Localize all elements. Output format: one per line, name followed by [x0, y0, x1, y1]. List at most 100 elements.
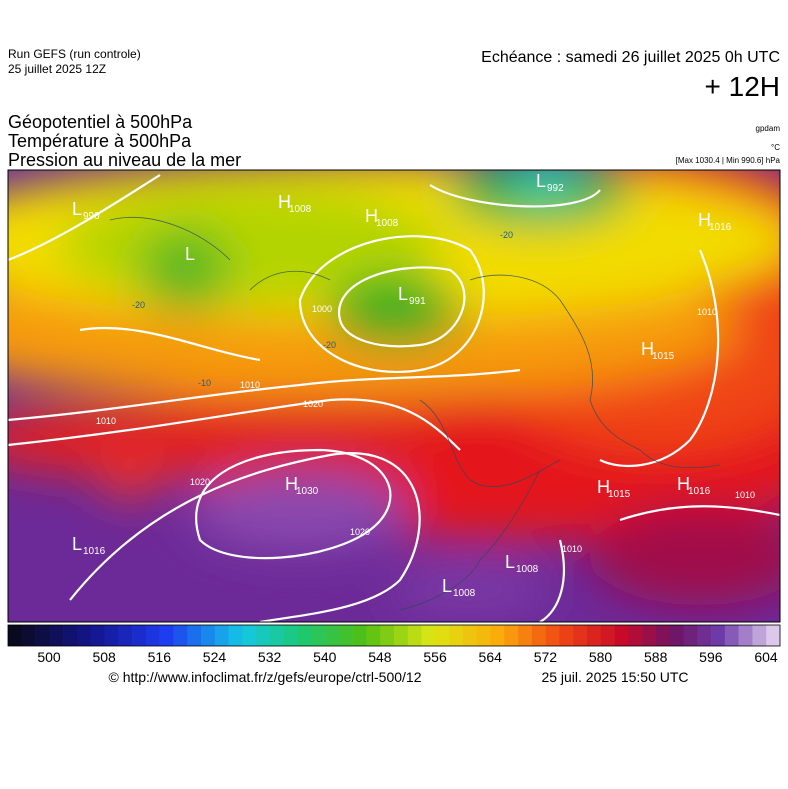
colorbar-swatch	[738, 625, 753, 646]
colorbar-swatch	[63, 625, 78, 646]
center-symbol: L	[72, 534, 82, 554]
generated-time: 25 juil. 2025 15:50 UTC	[541, 669, 688, 685]
colorbar-swatch	[545, 625, 560, 646]
colorbar-swatch	[173, 625, 188, 646]
center-symbol: H	[641, 339, 654, 359]
center-symbol: H	[597, 477, 610, 497]
colorbar-swatch	[297, 625, 312, 646]
isobar-label: 1020	[350, 527, 370, 537]
colorbar-frame	[7, 624, 781, 647]
layer-name: Pression au niveau de la mer	[8, 150, 241, 170]
run-date: 25 juillet 2025 12Z	[8, 62, 106, 76]
unit: °C	[771, 143, 780, 152]
colorbar-swatch	[159, 625, 174, 646]
center-value: 1015	[652, 351, 675, 362]
colorbar-swatch	[559, 625, 574, 646]
colorbar-swatch	[587, 625, 602, 646]
colorbar-swatch	[366, 625, 381, 646]
colorbar-swatch	[380, 625, 395, 646]
colorbar-tick-label: 548	[368, 649, 392, 665]
center-value: 1016	[709, 222, 732, 233]
colorbar-swatch	[8, 625, 23, 646]
colorbar-swatch	[214, 625, 229, 646]
colorbar-tick-label: 596	[699, 649, 723, 665]
unit: gpdam	[756, 124, 781, 133]
colorbar-swatch	[766, 625, 781, 646]
colorbar-swatch	[628, 625, 643, 646]
colorbar-swatch	[683, 625, 698, 646]
center-symbol: H	[365, 206, 378, 226]
colorbar-tick-label: 516	[148, 649, 172, 665]
colorbar-swatch	[614, 625, 629, 646]
colorbar-swatch	[504, 625, 519, 646]
colorbar-tick-label: 604	[754, 649, 778, 665]
colorbar-swatch	[35, 625, 50, 646]
colorbar-swatch	[655, 625, 671, 646]
center-symbol: L	[536, 171, 546, 191]
colorbar-swatch	[187, 625, 202, 646]
source: © http://www.infoclimat.fr/z/gefs/europe…	[108, 669, 421, 685]
colorbar-swatch	[697, 625, 712, 646]
layer-name: Géopotentiel à 500hPa	[8, 112, 193, 132]
colorbar-swatch	[449, 625, 464, 646]
colorbar-swatch	[352, 625, 367, 646]
center-value: 991	[409, 296, 426, 307]
colorbar-tick-label: 588	[644, 649, 668, 665]
colorbar-swatch	[752, 625, 767, 646]
center-symbol: L	[442, 576, 452, 596]
isobar-label: 1000	[312, 304, 332, 314]
colorbar-swatch	[394, 625, 409, 646]
colorbar-swatch	[338, 625, 353, 646]
colorbar-swatch	[49, 625, 64, 646]
colorbar-swatch	[600, 625, 615, 646]
isobar-label: 1020	[190, 477, 210, 487]
center-symbol: L	[72, 199, 82, 219]
colorbar-swatch	[228, 625, 243, 646]
center-value: 1008	[289, 204, 312, 215]
colorbar-tick-label: 524	[203, 649, 227, 665]
isobar-label: 1010	[96, 416, 116, 426]
colorbar-swatch	[132, 625, 147, 646]
center-value: 1008	[376, 218, 399, 229]
colorbar-swatch	[642, 625, 657, 646]
colorbar-swatch	[669, 625, 684, 646]
colorbar-swatch	[573, 625, 588, 646]
colorbar-swatch	[76, 625, 92, 646]
colorbar-swatch	[90, 625, 105, 646]
unit: [Max 1030.4 | Min 990.6] hPa	[676, 156, 781, 165]
center-symbol: L	[185, 244, 195, 264]
colorbar-swatch	[256, 625, 271, 646]
colorbar-swatch	[407, 625, 422, 646]
center-symbol: H	[285, 474, 298, 494]
colorbar-tick-label: 556	[423, 649, 447, 665]
colorbar-swatch	[518, 625, 533, 646]
temperature-label: -20	[500, 230, 513, 240]
isobar-label: 1010	[735, 490, 755, 500]
center-symbol: H	[278, 192, 291, 212]
isobar-label: 1010	[240, 380, 260, 390]
colorbar-swatch	[724, 625, 739, 646]
colorbar-tick-label: 500	[37, 649, 61, 665]
run-name: Run GEFS (run controle)	[8, 47, 141, 61]
temperature-label: -20	[132, 300, 145, 310]
colorbar-swatch	[531, 625, 546, 646]
isobar-label: 1010	[562, 544, 582, 554]
colorbar-swatch	[476, 625, 491, 646]
center-symbol: L	[505, 552, 515, 572]
colorbar-swatch	[325, 625, 340, 646]
colorbar-swatch	[201, 625, 216, 646]
colorbar-tick-label: 508	[92, 649, 116, 665]
colorbar-swatch	[435, 625, 450, 646]
colorbar-swatch	[21, 625, 36, 646]
layer-name: Température à 500hPa	[8, 131, 192, 151]
colorbar-tick-label: 580	[589, 649, 613, 665]
center-symbol: L	[398, 284, 408, 304]
colorbar-swatch	[711, 625, 726, 646]
colorbar-swatch	[462, 625, 478, 646]
colorbar-swatch	[242, 625, 257, 646]
center-symbol: H	[677, 474, 690, 494]
center-value: 992	[547, 183, 564, 194]
colorbar-swatch	[283, 625, 298, 646]
isobar-label: 1010	[697, 307, 717, 317]
valid-time: Echéance : samedi 26 juillet 2025 0h UTC	[481, 49, 780, 66]
